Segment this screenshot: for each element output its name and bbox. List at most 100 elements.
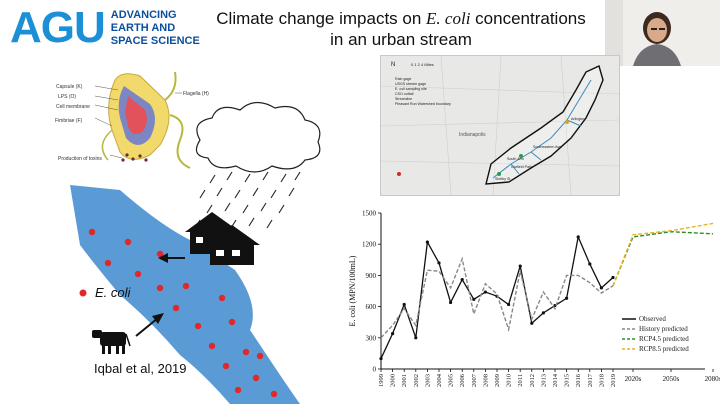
- label-lps: LPS (O): [58, 94, 76, 100]
- label-fimbriae: Fimbriae (F): [55, 118, 83, 124]
- cloud-shape: [195, 101, 321, 173]
- x-tick-label: 2002: [413, 374, 420, 387]
- y-tick-label: 0: [373, 366, 377, 374]
- y-axis-label: E. coli (MPN/100mL): [348, 255, 357, 326]
- x-tick-label: 1999: [378, 374, 385, 387]
- observed-point: [391, 332, 395, 336]
- citation-credit: Iqbal et al, 2019: [94, 361, 187, 376]
- y-tick-label: 1200: [362, 241, 377, 249]
- x-tick-label: 2016: [575, 373, 582, 387]
- x-tick-label: 2015: [564, 374, 571, 387]
- x-tick-label: 2018: [598, 374, 605, 387]
- x-tick-label: 2008: [482, 374, 489, 387]
- x-tick-label: 2019: [610, 374, 617, 387]
- svg-text:E. coli sampling site: E. coli sampling site: [395, 87, 427, 91]
- legend-history: History predicted: [622, 325, 688, 333]
- svg-text:Rain gage: Rain gage: [395, 77, 411, 81]
- label-toxins: Production of toxins: [58, 156, 102, 162]
- houses-icon: [185, 212, 260, 265]
- legend-rcp85: RCP8.5 predicted: [622, 345, 689, 353]
- legend-observed: Observed: [622, 315, 666, 323]
- x-tick-label: 2009: [494, 374, 501, 387]
- observed-point: [576, 235, 580, 239]
- y-tick-label: 300: [366, 334, 377, 342]
- watershed-map: N 0 1 2 4 Miles Indianapolis Rain gage U…: [380, 55, 620, 196]
- label-cell-membrane: Cell membrane: [56, 104, 90, 110]
- presenter-figure: [605, 0, 720, 66]
- logo-line-1: ADVANCING: [110, 8, 177, 21]
- title-line-2: in an urban stream: [330, 30, 472, 49]
- svg-text:USGS stream gage: USGS stream gage: [395, 82, 426, 86]
- svg-text:Shelby St: Shelby St: [495, 177, 510, 181]
- x-tick-label: 2004: [436, 373, 443, 387]
- observed-point: [460, 277, 464, 282]
- webcam-video: [605, 0, 720, 66]
- x-tick-label: 2006: [459, 373, 466, 387]
- svg-text:Streamline: Streamline: [395, 97, 412, 101]
- observed-point: [599, 286, 603, 290]
- x-tick-label: 2012: [529, 374, 536, 387]
- ecoli-legend-marker: [79, 289, 87, 297]
- x-tick-label: 2011: [517, 374, 524, 387]
- ecoli-line-chart: 0 300 600 900 1200 1500 E. coli (MPN/100mL) 199…: [348, 210, 720, 388]
- observed-point: [437, 261, 441, 265]
- observed-point: [449, 300, 453, 305]
- observed-point: [518, 264, 522, 268]
- x-tick-label: 2010: [506, 374, 513, 387]
- ecoli-legend-label: E. coli: [95, 285, 131, 300]
- future-tick-label: 2020s: [625, 375, 642, 383]
- title-italic: E. coli: [426, 9, 471, 28]
- ecoli-stream-illustration: Capsule (K) Flagella (H) LPS (O) Cell me…: [55, 71, 321, 404]
- streamlines: [492, 79, 592, 179]
- chart-legend: Observed History predicted RCP4.5 predic…: [622, 314, 689, 354]
- x-tick-label: 2000: [390, 374, 397, 387]
- map-legend: Rain gage USGS stream gage E. coli sampl…: [395, 77, 451, 106]
- logo-line-3: SPACE SCIENCE: [110, 34, 200, 47]
- x-tick-label: 2007: [471, 373, 478, 387]
- runoff-arrow-head: [158, 253, 168, 263]
- series-line-3: [612, 222, 714, 287]
- observed-point: [611, 275, 615, 280]
- future-tick-label: 2080s: [705, 375, 720, 383]
- agu-logo: AGU ADVANCING EARTH AND SPACE SCIENCE: [10, 6, 200, 50]
- observed-point: [425, 240, 429, 244]
- series-line-2: [612, 231, 714, 287]
- title-prefix: Climate change impacts on: [216, 9, 427, 28]
- future-tick-label: 2050s: [663, 375, 680, 383]
- observed-point: [402, 302, 406, 307]
- x-tick-label: 2005: [448, 374, 455, 387]
- watershed-boundary: [485, 65, 604, 185]
- label-flagella: Flagella (H): [183, 91, 209, 97]
- cow-arrow: [135, 317, 159, 337]
- svg-text:Arlington: Arlington: [571, 117, 585, 121]
- svg-text:Southeastern Ave: Southeastern Ave: [533, 145, 561, 149]
- map-places: Arlington Southeastern Ave South Arm Gar…: [495, 117, 585, 181]
- observed-point: [541, 311, 545, 315]
- observed-point: [530, 321, 534, 325]
- x-tick-label: 2013: [540, 374, 547, 387]
- series-line-1: [380, 256, 614, 339]
- ecoli-particles: [88, 228, 278, 398]
- x-tick-label: 2017: [587, 373, 594, 387]
- slide-title: Climate change impacts on E. coli concen…: [212, 8, 590, 50]
- observed-point: [507, 302, 511, 307]
- x-tick-label: 2003: [424, 374, 431, 387]
- cow-icon: [92, 330, 131, 354]
- cow-arrow-head: [152, 313, 164, 324]
- svg-text:South Arm: South Arm: [507, 157, 524, 161]
- observed-point: [472, 297, 476, 301]
- y-tick-label: 900: [366, 272, 377, 280]
- observed-point: [379, 357, 383, 361]
- y-tick-label: 1500: [362, 210, 377, 218]
- logo-line-2: EARTH AND: [110, 21, 176, 34]
- map-north: N: [391, 62, 395, 68]
- observed-point: [588, 262, 592, 266]
- map-canvas: N 0 1 2 4 Miles Indianapolis Rain gage U…: [380, 55, 620, 196]
- observed-point: [414, 336, 418, 340]
- svg-text:Garfield Park: Garfield Park: [511, 165, 532, 169]
- x-tick-label: 2001: [401, 374, 408, 387]
- agu-logo-text: ADVANCING EARTH AND SPACE SCIENCE: [111, 9, 200, 48]
- svg-text:CSO outfall: CSO outfall: [395, 92, 414, 96]
- agu-logo-mark: AGU: [10, 3, 106, 52]
- observed-point: [483, 290, 487, 294]
